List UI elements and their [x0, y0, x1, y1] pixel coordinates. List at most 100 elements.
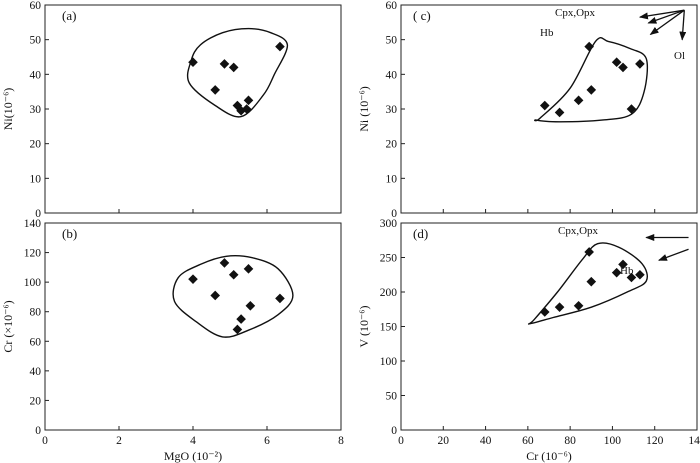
y-tick-label: 10: [386, 173, 398, 185]
panel-label: ( c): [413, 8, 431, 23]
y-tick-label: 0: [391, 425, 397, 437]
data-point: [618, 62, 628, 73]
y-tick-label: 40: [30, 366, 42, 378]
data-point: [573, 301, 584, 311]
y-tick-label: 60: [30, 0, 42, 12]
data-point: [539, 100, 550, 111]
x-tick-label: 80: [564, 435, 576, 447]
sample-envelope: [527, 242, 648, 325]
x-tick-label: 60: [522, 435, 534, 447]
data-point: [188, 57, 198, 67]
sample-envelope: [172, 255, 294, 338]
trend-arrow: [649, 9, 685, 36]
x-tick-label: 40: [480, 435, 492, 447]
y-tick-label: 20: [30, 395, 42, 407]
y-tick-label: 120: [24, 248, 42, 260]
data-point: [554, 302, 565, 312]
data-point: [635, 59, 645, 69]
x-tick-label: 20: [438, 435, 450, 447]
data-point: [232, 324, 243, 335]
panel-a-frame: [44, 4, 342, 214]
data-point: [539, 307, 550, 317]
y-tick-label: 300: [380, 218, 398, 230]
data-point: [554, 107, 565, 118]
x-tick-label: 100: [604, 435, 622, 447]
data-point: [232, 100, 243, 111]
x-axis-label: MgO (10⁻²): [164, 449, 222, 463]
y-tick-label: 50: [30, 35, 42, 47]
trend-arrow: [647, 9, 685, 24]
data-point: [618, 259, 628, 270]
data-point: [245, 301, 256, 311]
data-point: [586, 276, 597, 287]
panel-label: (b): [62, 226, 77, 241]
y-tick-label: 60: [386, 0, 398, 12]
y-tick-label: 200: [380, 287, 398, 299]
y-tick-label: 250: [380, 253, 398, 265]
trend-label: Hb: [620, 265, 634, 277]
data-point: [573, 95, 584, 106]
panel-a: 0 10 20 30 40 50 60 Ni(10⁻⁶) (a): [1, 0, 342, 220]
trend-label: Cpx,Opx: [558, 225, 599, 237]
data-point: [584, 247, 594, 257]
data-point: [635, 269, 645, 280]
y-tick-label: 0: [391, 208, 397, 220]
trend-label: Hb: [540, 27, 554, 39]
data-point: [219, 59, 230, 69]
y-axis-label: Ni(10⁻⁶): [1, 88, 15, 131]
data-point: [210, 85, 220, 95]
trend-arrow: [658, 248, 689, 261]
x-tick-label: 2: [116, 435, 122, 447]
y-axis-label: V (10⁻⁶): [357, 306, 371, 348]
y-tick-label: 30: [30, 104, 42, 116]
x-tick-label: 0: [398, 435, 404, 447]
panel-d-frame: [400, 222, 698, 431]
data-point: [243, 264, 254, 274]
y-tick-label: 100: [380, 356, 398, 368]
x-tick-label: 4: [190, 435, 196, 447]
panel-d: 0 50 100 150 200 250 300 0 20 40 60 80 100 120 140 V (1…: [357, 218, 700, 463]
y-tick-label: 40: [386, 69, 398, 81]
data-point: [275, 293, 285, 304]
data-point: [626, 104, 637, 114]
y-axis-label: Cr (×10⁻⁶): [1, 300, 15, 352]
data-point: [210, 290, 220, 301]
panel-b-frame: [44, 222, 342, 431]
x-tick-label: 140: [688, 435, 700, 447]
trend-arrow: [638, 9, 685, 20]
trend-arrow: [679, 10, 687, 41]
trend-label: Ol: [674, 50, 685, 62]
y-tick-label: 100: [24, 277, 42, 289]
data-point: [611, 267, 622, 278]
y-tick-label: 50: [386, 391, 398, 403]
data-point: [228, 62, 239, 73]
data-point: [188, 274, 198, 284]
y-tick-label: 20: [386, 139, 398, 151]
data-point: [584, 41, 594, 52]
panel-label: (a): [62, 8, 76, 23]
y-tick-label: 140: [24, 218, 42, 230]
y-tick-label: 50: [386, 35, 398, 47]
y-tick-label: 0: [35, 208, 41, 220]
y-tick-label: 10: [30, 173, 42, 185]
data-point: [236, 314, 246, 324]
data-point: [219, 258, 230, 268]
trend-label: Cpx,Opx: [555, 7, 596, 19]
sample-envelope: [534, 36, 649, 123]
x-tick-label: 6: [264, 435, 270, 447]
data-point: [586, 85, 597, 95]
sample-envelope: [186, 27, 289, 118]
y-tick-label: 30: [386, 104, 398, 116]
y-tick-label: 60: [30, 336, 42, 348]
y-tick-label: 0: [35, 425, 41, 437]
data-point: [228, 269, 239, 280]
y-tick-label: 40: [30, 69, 42, 81]
x-tick-label: 8: [338, 435, 344, 447]
data-point: [243, 95, 254, 106]
x-axis-label: Cr (10⁻⁶): [526, 449, 572, 463]
panel-b: 0 20 40 60 80 100 120 140 0 2 4 6 8 Cr (×10⁻⁶) MgO (10…: [1, 218, 344, 463]
y-tick-label: 80: [30, 307, 42, 319]
data-point: [275, 41, 285, 52]
x-tick-label: 0: [42, 435, 48, 447]
